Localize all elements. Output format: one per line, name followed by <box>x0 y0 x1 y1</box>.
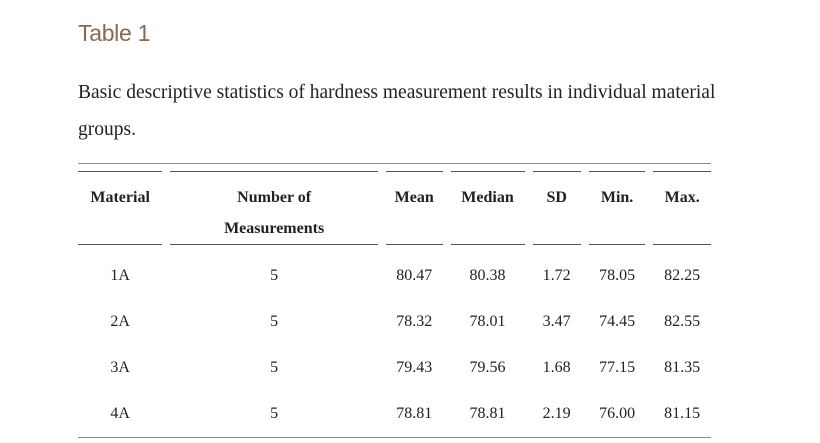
cell-mean: 80.47 <box>396 267 433 284</box>
header-material: Material <box>78 171 163 245</box>
table-row: 3A 5 79.43 79.56 1.68 77.15 81.35 <box>78 345 711 391</box>
cell-mean: 78.32 <box>396 313 433 330</box>
cell-min: 78.05 <box>599 267 636 284</box>
table-row: 4A 5 78.81 78.81 2.19 76.00 81.15 <box>78 391 711 438</box>
cell-mean: 79.43 <box>396 359 433 376</box>
table-top-rule <box>78 163 711 164</box>
cell-material: 2A <box>110 313 130 330</box>
cell-mean: 78.81 <box>385 391 443 438</box>
statistics-table: Material Number of Measurements Mean Med… <box>70 171 719 438</box>
header-median: Median <box>450 171 525 245</box>
table-row: 1A 5 80.47 80.38 1.72 78.05 82.25 <box>78 245 711 299</box>
table-title: Table 1 <box>78 20 151 46</box>
cell-min: 77.15 <box>599 359 636 376</box>
cell-measurements: 5 <box>170 391 378 438</box>
cell-max: 82.25 <box>664 267 701 284</box>
cell-max: 81.35 <box>664 359 701 376</box>
cell-min: 74.45 <box>599 313 636 330</box>
cell-median: 78.81 <box>450 391 525 438</box>
header-sd: SD <box>532 171 581 245</box>
cell-sd: 2.19 <box>532 391 581 438</box>
cell-sd: 3.47 <box>542 313 571 330</box>
cell-measurements: 5 <box>270 313 279 330</box>
cell-measurements: 5 <box>270 267 279 284</box>
header-number-of-measurements: Number of Measurements <box>170 171 378 245</box>
table-header-row: Material Number of Measurements Mean Med… <box>78 171 711 245</box>
header-min: Min. <box>588 171 646 245</box>
header-mean: Mean <box>385 171 443 245</box>
cell-median: 80.38 <box>469 267 506 284</box>
table-row: 2A 5 78.32 78.01 3.47 74.45 82.55 <box>78 299 711 345</box>
cell-max: 81.15 <box>653 391 711 438</box>
cell-material: 3A <box>110 359 130 376</box>
cell-max: 82.55 <box>664 313 701 330</box>
cell-sd: 1.72 <box>542 267 571 284</box>
cell-measurements: 5 <box>270 359 279 376</box>
header-number-line1: Number of <box>237 189 312 206</box>
table-bottom-rule <box>78 437 711 438</box>
cell-median: 79.56 <box>469 359 506 376</box>
cell-min: 76.00 <box>588 391 646 438</box>
cell-material: 1A <box>110 267 130 284</box>
header-max: Max. <box>653 171 711 245</box>
cell-sd: 1.68 <box>542 359 571 376</box>
cell-median: 78.01 <box>469 313 506 330</box>
cell-material: 4A <box>78 391 163 438</box>
table-caption: Basic descriptive statistics of hardness… <box>78 82 716 140</box>
header-number-line2: Measurements <box>224 220 325 237</box>
